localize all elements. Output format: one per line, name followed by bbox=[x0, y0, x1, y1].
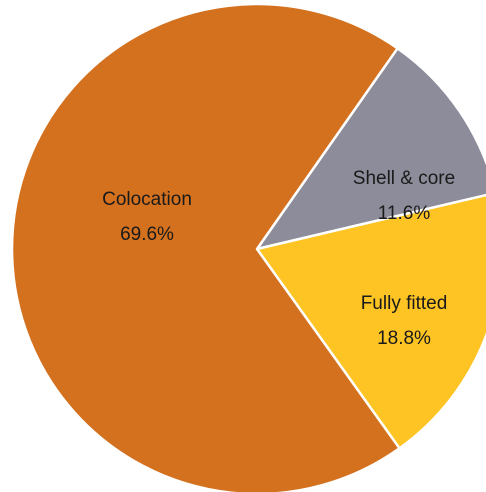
slice-label-fully-fitted: Fully fitted bbox=[361, 293, 448, 314]
slice-value-fully-fitted: 18.8% bbox=[377, 328, 431, 349]
slice-value-shell-core: 11.6% bbox=[378, 203, 431, 224]
pie-slice-fully-fitted bbox=[255, 193, 486, 450]
pie-slices bbox=[10, 2, 486, 492]
slice-label-shell-core: Shell & core bbox=[353, 168, 455, 189]
pie-slice-colocation bbox=[10, 2, 401, 492]
slice-label-colocation: Colocation bbox=[102, 189, 192, 210]
slice-value-colocation: 69.6% bbox=[120, 224, 174, 245]
pie-labels: Shell & core 11.6% Fully fitted 18.8% Co… bbox=[102, 168, 455, 349]
pie-slice-shell-core bbox=[255, 47, 486, 251]
